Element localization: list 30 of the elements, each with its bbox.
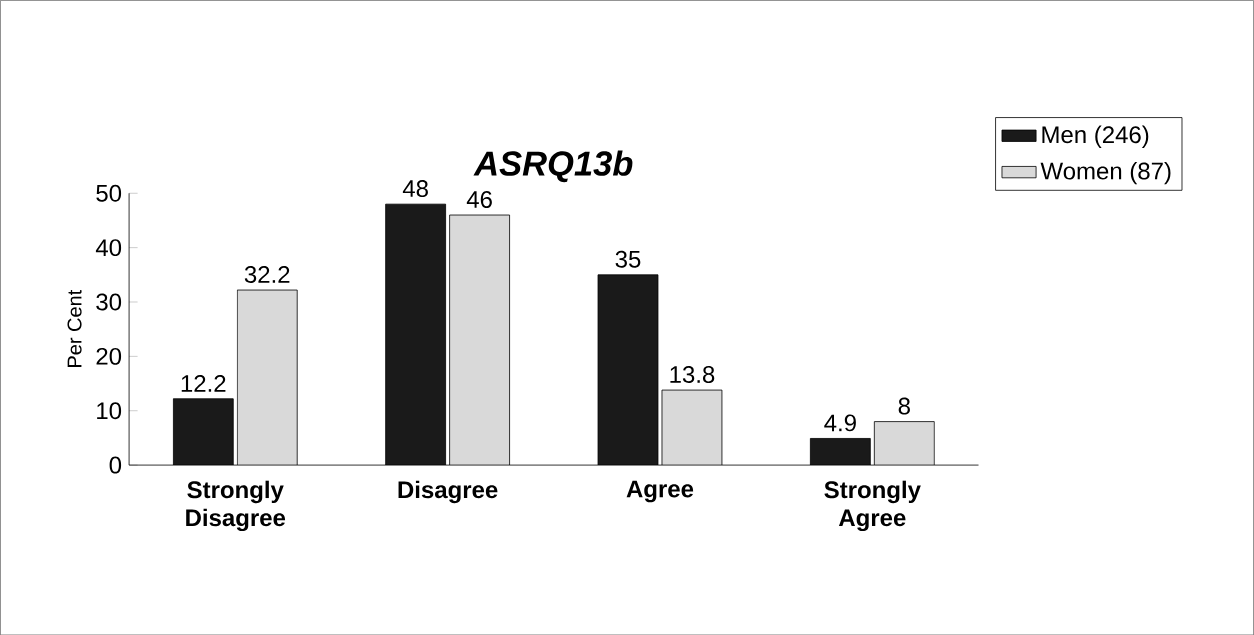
data-label: 8 (898, 397, 910, 415)
data-label: 12.2 (181, 374, 226, 392)
legend-label: Women (87) (1040, 161, 1171, 185)
bar (809, 437, 871, 465)
y-tick-label: 30 (96, 293, 122, 311)
y-axis-title: Per Cent (67, 289, 82, 367)
data-label: 35 (615, 250, 641, 268)
y-tick-label: 40 (95, 238, 122, 256)
data-label: 48 (402, 179, 428, 197)
bar (598, 274, 658, 465)
x-tick-label: Agree (626, 480, 694, 503)
y-tick-label: 20 (96, 347, 122, 365)
x-tick-label: Strongly Agree (824, 480, 921, 531)
bar (449, 214, 510, 465)
x-tick-label: Strongly Disagree (186, 480, 286, 531)
data-label: 4.9 (824, 414, 856, 432)
data-label: 13.8 (670, 365, 715, 383)
x-tick-label: Disagree (398, 480, 498, 503)
data-label: 46 (466, 190, 492, 208)
bar (661, 389, 722, 465)
data-label: 32.2 (244, 265, 290, 283)
bar (173, 398, 234, 465)
y-tick-label: 50 (96, 184, 122, 202)
y-tick-label: 0 (109, 456, 122, 474)
bar (237, 289, 298, 465)
bar (385, 203, 446, 465)
legend-label: Men (246) (1042, 125, 1149, 148)
y-tick-label: 10 (97, 402, 122, 420)
bar (873, 421, 935, 465)
chart-title: ASRQ13b (473, 150, 633, 183)
